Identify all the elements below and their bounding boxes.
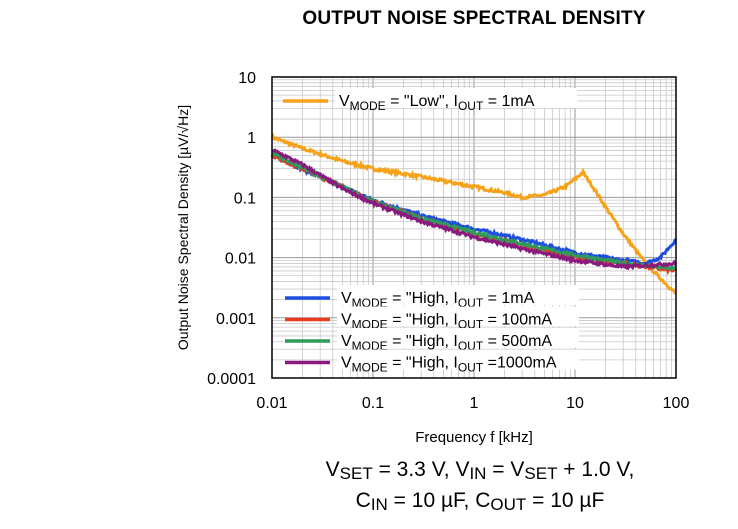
legend-label-2: VMODE = "High, IOUT = 100mA	[341, 312, 552, 332]
x-tick-label: 0.01	[256, 395, 287, 412]
legend-label-1: VMODE = "High, IOUT = 1mA	[341, 290, 535, 310]
caption-part: + 1.0 V,	[557, 458, 635, 481]
y-tick-label: 0.01	[225, 251, 256, 268]
caption-line-2: CIN = 10 µF, COUT = 10 µF	[260, 489, 700, 515]
caption-part: SET	[524, 464, 558, 483]
caption-part: = V	[486, 458, 525, 481]
y-tick-label: 0.001	[216, 311, 256, 328]
y-tick-label: 10	[238, 70, 256, 87]
legend-label-0: VMODE = "Low", IOUT = 1mA	[339, 93, 535, 113]
plot-frame	[271, 76, 677, 379]
y-tick-label: 1	[247, 130, 256, 147]
y-axis-label: Output Noise Spectral Density [µV/√Hz]	[175, 105, 191, 350]
caption-part: SET	[339, 464, 373, 483]
noise-chart: VMODE = "Low", IOUT = 1mA VMODE = "High, …	[175, 70, 690, 446]
x-tick-label: 0.1	[362, 395, 384, 412]
legend-bg	[337, 349, 579, 370]
x-axis-label: Frequency f [kHz]	[415, 429, 533, 446]
y-tick-label: 0.1	[234, 190, 256, 207]
caption-part: = 3.3 V, V	[372, 458, 470, 481]
caption-line-1: VSET = 3.3 V, VIN = VSET + 1.0 V,	[260, 458, 700, 484]
caption-part: IN	[370, 495, 388, 514]
caption-part: C	[355, 489, 371, 512]
caption-part: = 10 µF	[526, 489, 605, 512]
y-tick-label: 0.0001	[207, 371, 256, 388]
legend-bg	[337, 306, 579, 327]
caption-part: OUT	[490, 495, 527, 514]
series-line-0	[270, 132, 677, 295]
caption-part: IN	[469, 464, 487, 483]
caption-part: V	[325, 458, 340, 481]
legend-bg	[337, 328, 579, 348]
caption-part: = 10 µF, C	[387, 489, 491, 512]
chart-title: OUTPUT NOISE SPECTRAL DENSITY	[302, 8, 646, 29]
series-line-4	[272, 148, 677, 271]
x-tick-label: 10	[566, 395, 584, 412]
x-tick-label: 1	[470, 395, 479, 412]
legend-bg	[337, 285, 579, 305]
legend-bg	[335, 88, 577, 108]
legend-label-4: VMODE = "High, IOUT =1000mA	[341, 355, 557, 375]
x-tick-label: 100	[663, 395, 690, 412]
